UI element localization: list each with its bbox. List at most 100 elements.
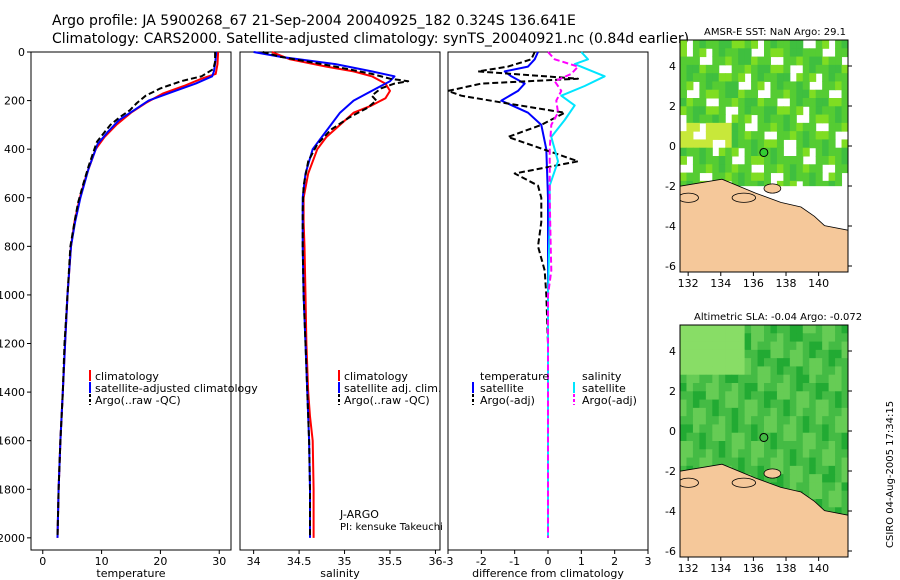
map-cell <box>783 164 791 174</box>
map-cell <box>718 407 726 417</box>
y-tick-label: 1000 <box>0 289 25 302</box>
map-cell <box>705 432 713 442</box>
map-cell <box>815 374 823 384</box>
map-cell <box>705 341 713 351</box>
map-cell <box>751 106 759 116</box>
map-cell <box>809 374 817 384</box>
map-cell <box>770 432 778 442</box>
land-mass <box>680 178 848 272</box>
map-cell <box>776 441 784 450</box>
map-cell <box>757 81 765 91</box>
map-cell <box>692 156 700 165</box>
map-cell <box>686 449 694 459</box>
x-tick-label: 34.5 <box>287 555 312 568</box>
map-cell <box>822 432 830 442</box>
map-cell <box>744 407 752 417</box>
map-cell <box>841 449 848 459</box>
map-cell <box>712 48 720 58</box>
map-cell <box>692 325 700 334</box>
map-cell <box>712 64 720 74</box>
map-cell <box>815 56 823 66</box>
temperature-panel: 0 10 20 30 0 200 400 600 800 1000 1200 1400 1600 1800… <box>0 46 232 580</box>
map-cell <box>796 98 804 107</box>
map-cell <box>725 457 733 467</box>
map-cell <box>776 48 784 58</box>
map-cell <box>712 457 720 467</box>
map-cell <box>764 139 771 149</box>
map-cell <box>835 81 843 91</box>
map-cell <box>757 424 765 434</box>
map-cell <box>815 449 823 459</box>
x-tick-label: 1 <box>578 555 585 568</box>
map-cell <box>802 449 810 459</box>
map-cell <box>841 457 848 467</box>
map-cell <box>712 366 720 376</box>
map-cell <box>738 391 746 401</box>
map-cell <box>822 139 830 149</box>
map-cell <box>809 465 817 475</box>
map-cell <box>789 366 797 376</box>
y-tick-label: -2 <box>665 180 676 193</box>
map-cell <box>841 122 848 132</box>
map-cell <box>731 424 739 434</box>
map-cell <box>822 424 830 434</box>
map-cell <box>841 507 848 517</box>
map-cell <box>802 139 810 149</box>
map-cell <box>686 457 694 467</box>
map-cell <box>686 441 694 450</box>
map-cell <box>712 374 720 384</box>
map-cell <box>699 48 707 58</box>
map-cell <box>751 374 759 384</box>
map-cell <box>828 465 836 475</box>
map-cell <box>680 358 687 367</box>
map-cell <box>841 48 848 58</box>
map-cell <box>757 432 765 442</box>
map-cell <box>738 407 746 417</box>
map-cell <box>680 48 687 58</box>
map-cell <box>744 180 752 190</box>
map-cell <box>783 40 791 49</box>
map-cell <box>718 441 726 450</box>
map-cell <box>744 156 752 165</box>
map-cell <box>841 139 848 149</box>
map-cell <box>796 40 804 49</box>
map-cell <box>796 407 804 417</box>
map-cell <box>680 457 687 467</box>
map-cell <box>725 122 733 132</box>
map-cell <box>835 441 843 450</box>
map-cell <box>718 341 726 351</box>
map-cell <box>802 465 810 475</box>
map-cell <box>828 507 836 517</box>
map-cell <box>815 399 823 409</box>
map-cell <box>802 482 810 492</box>
map-cell <box>686 56 694 66</box>
map-cell <box>770 407 778 417</box>
map-cell <box>802 441 810 450</box>
legend-label: Argo(-adj) <box>480 394 535 407</box>
map-cell <box>802 432 810 442</box>
map-cell <box>751 391 759 401</box>
map-cell <box>757 374 765 384</box>
map-cell <box>744 48 752 58</box>
map-cell <box>789 474 797 483</box>
map-cell <box>757 180 765 190</box>
map-cell <box>705 441 713 450</box>
map-cell <box>828 341 836 351</box>
map-cell <box>822 131 830 140</box>
map-cell <box>764 156 771 165</box>
map-cell <box>680 172 687 182</box>
map-cell <box>796 48 804 58</box>
map-cell <box>692 391 700 401</box>
y-tick-label: -6 <box>665 260 676 273</box>
map-cell <box>718 366 726 376</box>
map-cell <box>705 139 713 149</box>
map-cell <box>776 358 784 367</box>
map-cell <box>705 106 713 116</box>
map-cell <box>828 180 836 190</box>
map-cell <box>725 349 733 359</box>
map-cell <box>796 73 804 82</box>
map-cell <box>686 98 694 107</box>
map-cell <box>802 89 810 99</box>
map-cell <box>731 374 739 384</box>
map-cell <box>744 89 752 99</box>
